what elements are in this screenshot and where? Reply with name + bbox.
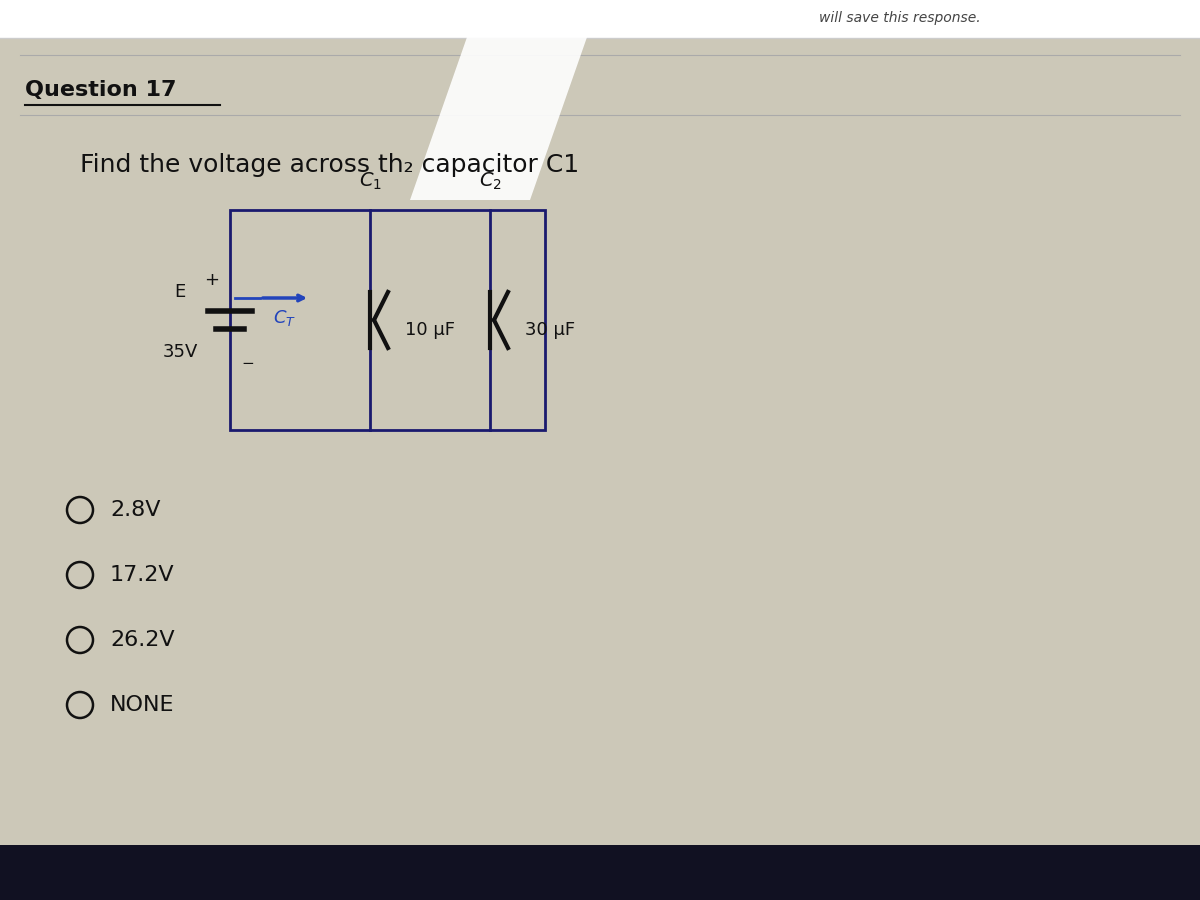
Text: $C_T$: $C_T$ xyxy=(274,308,296,328)
Text: Find the voltage across th₂ capacitor C1: Find the voltage across th₂ capacitor C1 xyxy=(80,153,580,177)
Text: 35V: 35V xyxy=(162,343,198,361)
Text: 10 μF: 10 μF xyxy=(406,321,455,339)
Text: Question 17: Question 17 xyxy=(25,80,176,100)
Text: 2.8V: 2.8V xyxy=(110,500,161,520)
Text: 26.2V: 26.2V xyxy=(110,630,175,650)
Polygon shape xyxy=(410,0,600,200)
Text: E: E xyxy=(174,283,186,301)
Text: 30 μF: 30 μF xyxy=(526,321,575,339)
Text: NONE: NONE xyxy=(110,695,174,715)
Bar xyxy=(230,210,545,430)
Bar xyxy=(0,845,1200,900)
Text: −: − xyxy=(241,356,254,372)
Text: $C_2$: $C_2$ xyxy=(479,171,502,192)
Text: will save this response.: will save this response. xyxy=(820,11,980,25)
Text: $C_1$: $C_1$ xyxy=(359,171,382,192)
Text: +: + xyxy=(204,271,220,289)
Text: 17.2V: 17.2V xyxy=(110,565,175,585)
Bar xyxy=(0,0,1200,38)
